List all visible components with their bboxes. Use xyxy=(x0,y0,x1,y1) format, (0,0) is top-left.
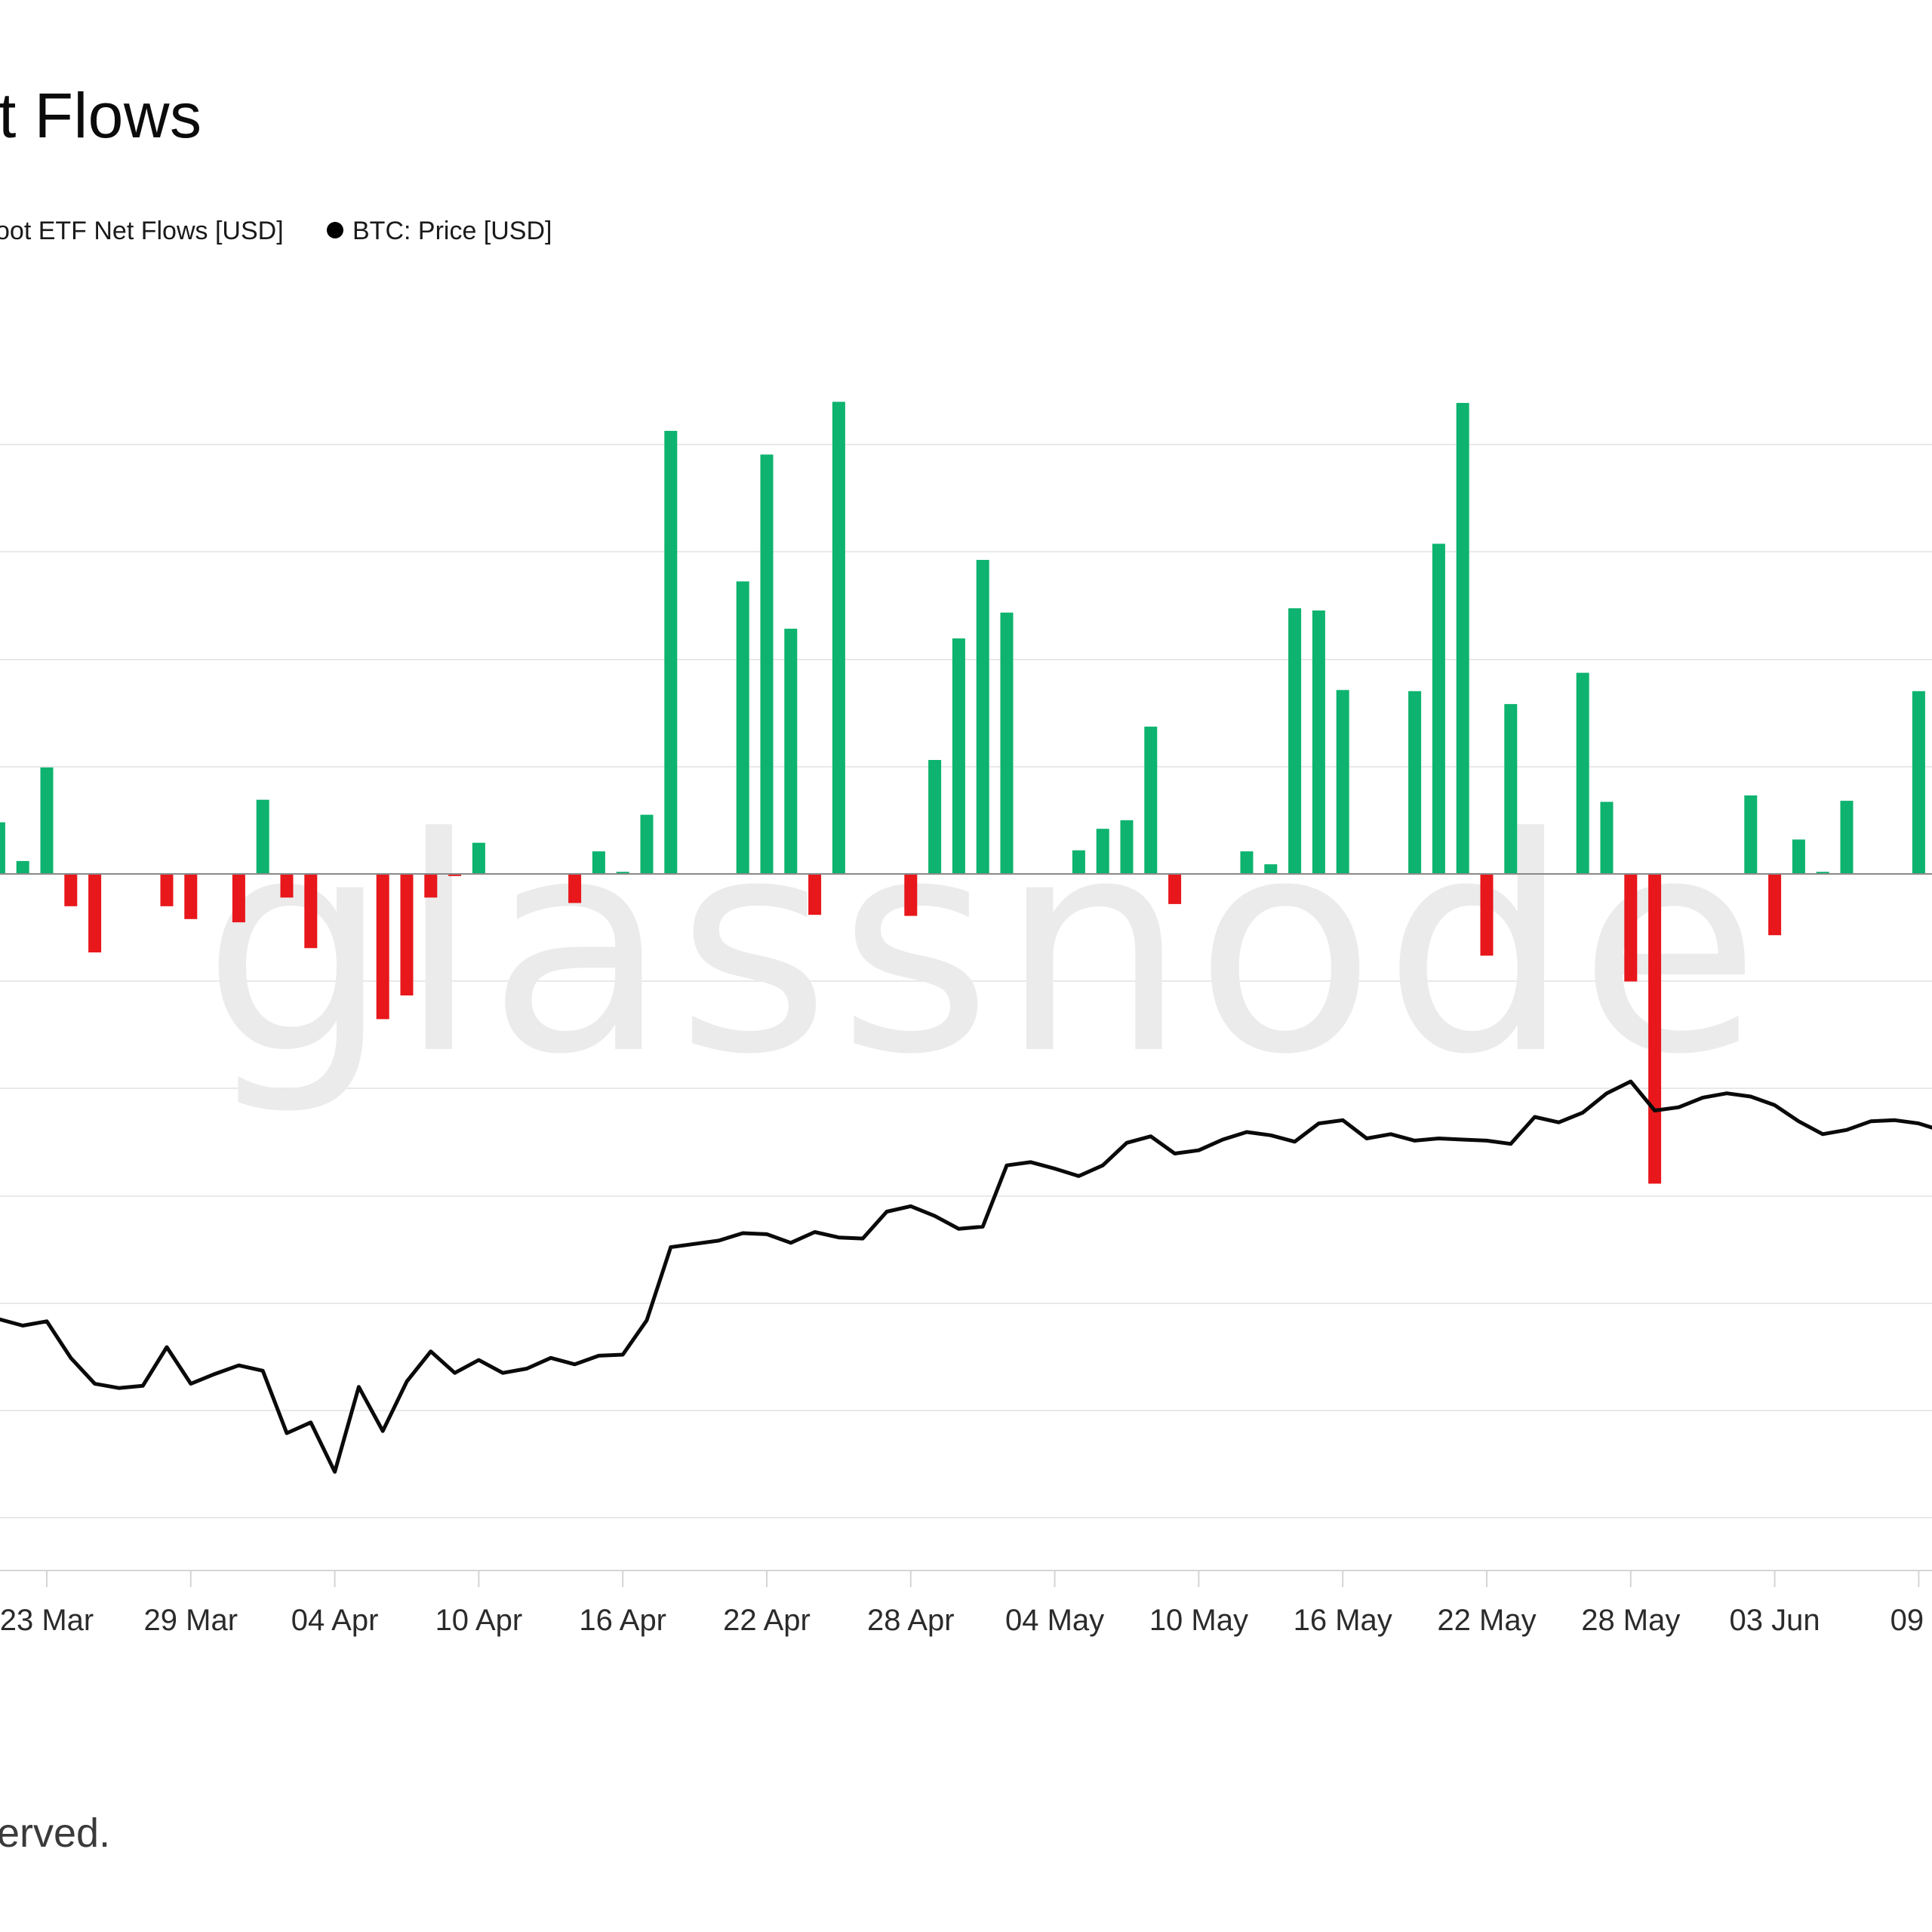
flow-bar[interactable] xyxy=(232,874,245,923)
x-axis: 23 Mar 29 Mar 04 Apr 10 Apr 16 Apr 22 Apr 28 A… xyxy=(0,1570,1932,1637)
flow-bar[interactable] xyxy=(1240,851,1254,874)
flow-bar[interactable] xyxy=(1624,874,1638,982)
flow-bar[interactable] xyxy=(1408,691,1422,875)
flow-bar[interactable] xyxy=(1456,402,1469,874)
x-tick-label: 10 Apr xyxy=(435,1604,523,1637)
flow-bar[interactable] xyxy=(1600,801,1614,875)
flow-bar[interactable] xyxy=(832,401,845,874)
flow-bar[interactable] xyxy=(1480,874,1494,956)
x-tick-label: 16 Apr xyxy=(579,1604,666,1637)
flow-bar[interactable] xyxy=(592,851,605,874)
flow-bar[interactable] xyxy=(40,767,54,874)
flow-bar[interactable] xyxy=(1144,726,1158,874)
x-tick-label: 28 Apr xyxy=(867,1604,955,1637)
flow-bar[interactable] xyxy=(1768,874,1782,936)
flow-bar[interactable] xyxy=(784,629,798,874)
flow-bar[interactable] xyxy=(640,814,654,874)
flow-bar[interactable] xyxy=(976,559,989,874)
gridlines xyxy=(0,444,1932,1518)
flow-bar[interactable] xyxy=(448,874,462,876)
flow-bar[interactable] xyxy=(1840,801,1854,874)
x-tick-label: 04 May xyxy=(1005,1604,1104,1637)
chart-title: t Flows xyxy=(0,80,202,151)
flow-bar[interactable] xyxy=(1432,543,1445,875)
flow-bar[interactable] xyxy=(280,874,294,898)
flow-bar[interactable] xyxy=(1504,703,1518,874)
flow-bar[interactable] xyxy=(616,872,629,874)
flow-bar[interactable] xyxy=(400,874,414,995)
flow-bar[interactable] xyxy=(472,842,485,874)
flow-bar[interactable] xyxy=(0,822,5,874)
flow-bar[interactable] xyxy=(1000,612,1014,874)
flow-bar[interactable] xyxy=(664,430,678,874)
flow-bar[interactable] xyxy=(1648,874,1662,1184)
flow-bar[interactable] xyxy=(1288,608,1302,874)
flow-bar[interactable] xyxy=(808,874,822,915)
legend-item-btc-price[interactable]: BTC: Price [USD] xyxy=(327,217,552,246)
flow-bar[interactable] xyxy=(568,874,582,903)
flow-bar[interactable] xyxy=(1912,691,1925,875)
price-line[interactable] xyxy=(0,1079,1932,1474)
x-tick-label: 03 Jun xyxy=(1730,1604,1820,1637)
flows-bars xyxy=(0,401,1925,1184)
x-tick-label: 22 May xyxy=(1437,1604,1536,1637)
x-tick-label: 09 J xyxy=(1890,1604,1932,1637)
flow-bar[interactable] xyxy=(1336,690,1349,874)
flow-bar[interactable] xyxy=(88,874,102,952)
legend-label-btc-price: BTC: Price [USD] xyxy=(352,217,552,245)
x-tick-label: 29 Mar xyxy=(144,1604,238,1637)
flow-bar[interactable] xyxy=(1816,872,1829,874)
x-tick-label: 23 Mar xyxy=(0,1604,94,1637)
legend-dot-icon xyxy=(327,222,343,239)
flow-bar[interactable] xyxy=(1312,610,1325,874)
flow-bar[interactable] xyxy=(304,874,318,949)
flow-bar[interactable] xyxy=(64,874,78,906)
flow-bar[interactable] xyxy=(1576,672,1589,875)
flow-bar[interactable] xyxy=(1792,839,1805,874)
flow-bar[interactable] xyxy=(1744,795,1758,874)
flow-bar[interactable] xyxy=(1120,820,1134,875)
flow-bar[interactable] xyxy=(1168,874,1182,904)
flow-bar[interactable] xyxy=(928,760,942,874)
flow-bar[interactable] xyxy=(376,874,389,1020)
flow-bar[interactable] xyxy=(952,638,965,874)
flow-bar[interactable] xyxy=(424,874,438,898)
legend-label-etf-flows: oot ETF Net Flows [USD] xyxy=(0,217,284,245)
x-tick-label: 04 Apr xyxy=(291,1604,379,1637)
flow-bar[interactable] xyxy=(256,799,269,874)
x-tick-label: 28 May xyxy=(1581,1604,1680,1637)
footer-copyright: erved. xyxy=(0,1810,111,1856)
price-line-group xyxy=(0,1079,1932,1474)
flow-bar[interactable] xyxy=(736,581,749,874)
legend-item-etf-flows[interactable]: oot ETF Net Flows [USD] xyxy=(0,217,284,246)
x-tick-label: 10 May xyxy=(1149,1604,1248,1637)
flow-bar[interactable] xyxy=(1096,829,1109,874)
flow-bar[interactable] xyxy=(184,874,198,919)
flow-bar[interactable] xyxy=(1264,864,1278,874)
flow-bar[interactable] xyxy=(904,874,918,916)
flow-bar[interactable] xyxy=(1072,850,1085,874)
x-tick-label: 22 Apr xyxy=(723,1604,811,1637)
flow-bar[interactable] xyxy=(760,454,774,875)
flow-bar[interactable] xyxy=(16,860,29,874)
x-tick-label: 16 May xyxy=(1294,1604,1392,1637)
flow-bar[interactable] xyxy=(160,874,174,906)
